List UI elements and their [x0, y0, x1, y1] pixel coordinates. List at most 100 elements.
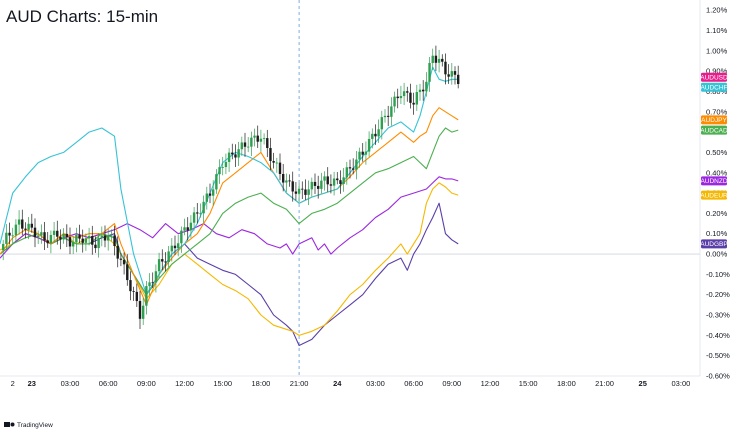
candle-body [30, 223, 34, 228]
candle-body [27, 223, 30, 230]
candle-body [262, 138, 266, 139]
candle-body [304, 189, 307, 195]
candle-body [75, 234, 78, 243]
candle-body [380, 117, 384, 130]
candle-body [218, 167, 221, 175]
candle-body [243, 142, 247, 147]
candle-body [320, 180, 323, 189]
candle-body [364, 151, 368, 155]
legend-badge-bg [701, 82, 727, 92]
y-tick-label: -0.40% [706, 331, 730, 340]
candle-body [87, 236, 91, 239]
legend-badge-bg [701, 239, 727, 249]
candle-body [266, 138, 269, 149]
x-tick-label: 15:00 [213, 379, 232, 388]
candle-body [59, 236, 62, 240]
candle-body [234, 154, 237, 158]
candle-body [91, 236, 94, 245]
candle-body [285, 180, 288, 183]
candle-body [56, 230, 59, 237]
candle-body [161, 259, 164, 262]
series-line-audjpy [0, 107, 459, 306]
candle-body [246, 146, 250, 148]
legend-badge-bg [701, 125, 727, 135]
candle-body [116, 245, 119, 259]
candle-body [221, 167, 224, 168]
candle-body [141, 305, 145, 319]
x-tick-label: 21:00 [290, 379, 309, 388]
candle-body [313, 181, 317, 186]
candle-body [148, 282, 151, 287]
candle-body [36, 235, 40, 238]
candle-body [211, 189, 215, 196]
legend-badge-label: AUDGBP [700, 241, 727, 248]
candle-body [431, 55, 434, 64]
candle-body [291, 181, 294, 192]
candle-body [288, 180, 291, 182]
candle-body [227, 152, 231, 162]
candle-body [336, 178, 339, 181]
y-tick-label: 0.70% [706, 107, 728, 116]
candle-body [396, 96, 399, 99]
x-tick-label: 12:00 [175, 379, 194, 388]
candle-body [428, 63, 431, 82]
candle-body [138, 301, 142, 319]
x-tick-label: 23 [28, 379, 36, 388]
candle-body [84, 238, 88, 243]
series-layer [0, 45, 460, 347]
candle-body [5, 232, 8, 244]
y-tick-label: 1.00% [706, 46, 728, 55]
candle-body [250, 137, 253, 147]
chart-title: AUD Charts: 15-min [6, 7, 158, 26]
candle-body [157, 259, 161, 272]
candle-body [307, 189, 310, 195]
y-tick-label: -0.30% [706, 311, 730, 320]
candle-body [11, 235, 14, 237]
candle-body [402, 91, 406, 97]
legend-badge-bg [701, 176, 727, 186]
legend-badge-label: AUDCAD [700, 127, 728, 134]
candle-body [447, 74, 450, 77]
candle-body [1, 243, 5, 250]
candle-body [367, 138, 371, 152]
candle-body [361, 151, 364, 155]
candle-body [453, 71, 457, 75]
candle-body [24, 228, 27, 230]
y-tick-label: 0.50% [706, 148, 728, 157]
y-tick-label: -0.20% [706, 290, 730, 299]
legend-badge-label: AUDEUR [700, 192, 728, 199]
candle-body [339, 180, 342, 184]
candle-body [386, 115, 390, 117]
x-tick-label: 15:00 [519, 379, 538, 388]
series-line-audcad [0, 127, 459, 296]
candle-body [275, 162, 279, 164]
x-tick-label: 03:00 [61, 379, 80, 388]
y-tick-label: 0.00% [706, 250, 728, 259]
candle-body [406, 91, 409, 93]
legend-badge-bg [701, 72, 727, 82]
legend-badge-label: AUDJPY [701, 117, 727, 124]
x-tick-label: 18:00 [252, 379, 271, 388]
candle-body [106, 235, 110, 241]
legend-badge-label: AUDNZD [700, 178, 727, 185]
candle-body [97, 237, 100, 249]
x-tick-label: 06:00 [99, 379, 118, 388]
candle-body [189, 222, 193, 231]
candle-body [215, 174, 218, 190]
y-tick-label: 0.40% [706, 168, 728, 177]
candle-body [180, 230, 183, 244]
candle-body [323, 176, 326, 181]
candle-body [425, 81, 428, 92]
legend-badge-label: AUDCHF [700, 85, 727, 92]
candle-body [192, 212, 196, 223]
candle-body [374, 133, 377, 137]
y-tick-label: -0.50% [706, 351, 730, 360]
x-tick-label: 24 [333, 379, 342, 388]
legend-badge-bg [701, 190, 727, 200]
candle-body [240, 142, 244, 150]
candle-body [434, 55, 438, 63]
candle-body [129, 280, 132, 292]
candle-body [135, 291, 139, 302]
candle-body [329, 184, 333, 186]
candle-body [40, 232, 43, 236]
